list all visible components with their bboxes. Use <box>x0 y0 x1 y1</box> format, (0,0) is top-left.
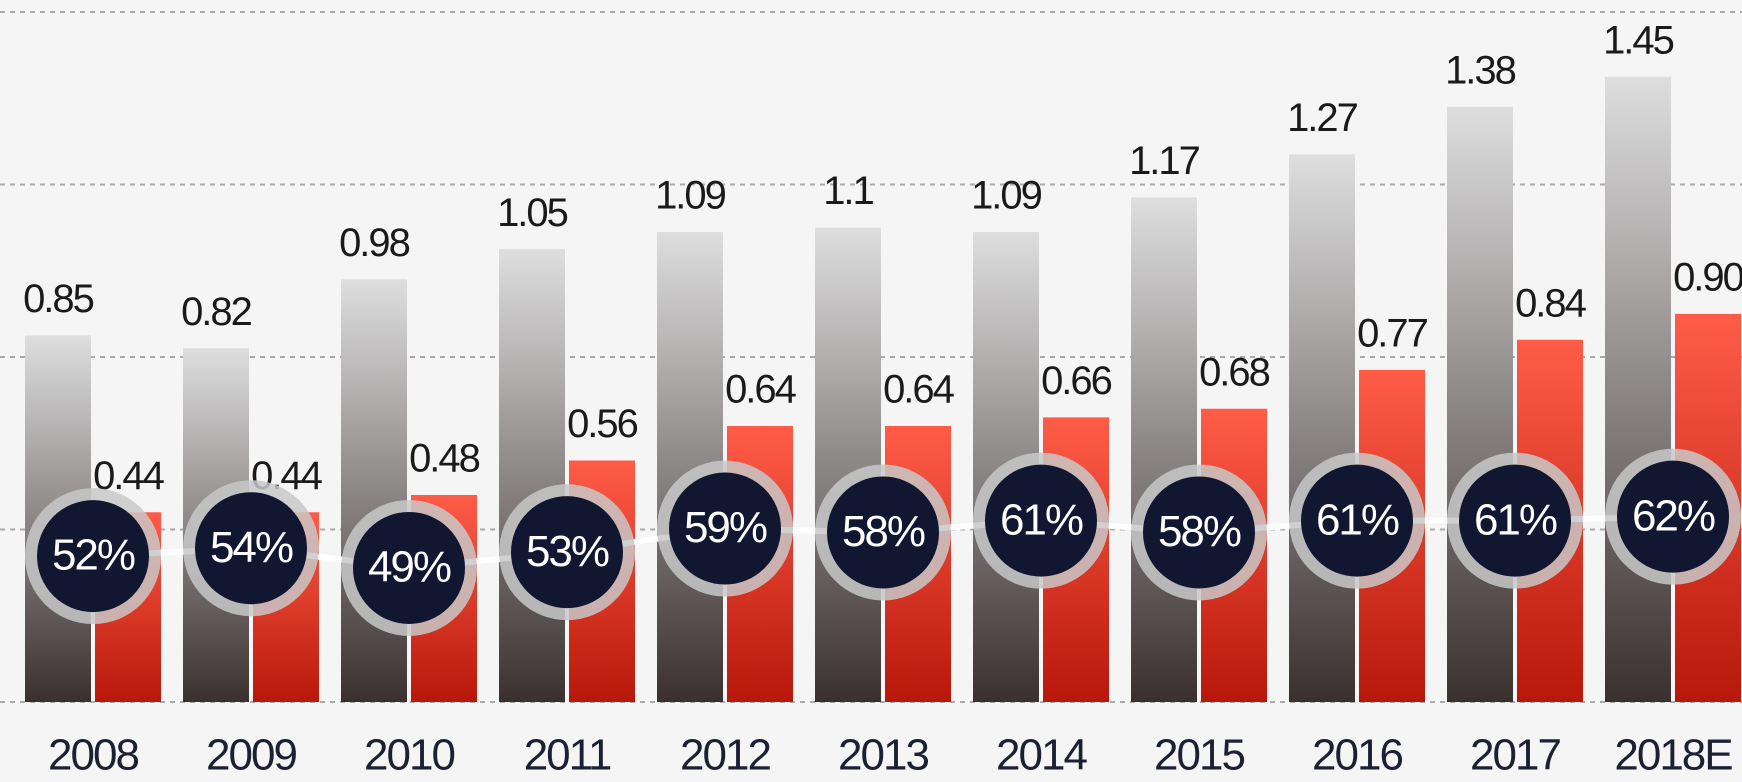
bar <box>1447 106 1513 702</box>
x-tick-label: 2016 <box>1312 731 1402 780</box>
marker <box>195 492 307 605</box>
point-label: 62% <box>1632 491 1715 540</box>
point-label: 59% <box>684 503 767 552</box>
value-label: 1.05 <box>497 191 568 235</box>
value-label: 0.68 <box>1199 350 1270 394</box>
value-label: 0.64 <box>883 368 955 412</box>
point-label: 54% <box>210 523 293 572</box>
marker <box>985 464 1097 577</box>
x-tick-label: 2010 <box>364 731 454 780</box>
x-tick-label: 2014 <box>996 731 1087 780</box>
point-label: 58% <box>1158 507 1241 556</box>
marker <box>1143 476 1255 589</box>
point-label: 61% <box>1000 495 1083 544</box>
value-label: 0.64 <box>725 368 797 412</box>
value-label: 0.56 <box>567 402 638 446</box>
value-label: 1.38 <box>1445 48 1516 92</box>
point-label: 61% <box>1316 495 1399 544</box>
x-tick-label: 2009 <box>206 731 296 780</box>
x-tick-label: 2017 <box>1470 731 1560 780</box>
value-label: 1.09 <box>655 174 726 218</box>
x-tick-label: 2013 <box>838 731 928 780</box>
marker <box>1301 464 1413 577</box>
x-tick-label: 2011 <box>524 731 611 780</box>
marker <box>827 476 939 589</box>
marker <box>669 472 781 585</box>
value-label: 1.1 <box>823 169 873 213</box>
value-label: 0.85 <box>23 277 94 321</box>
value-label: 0.98 <box>339 221 410 265</box>
marker <box>37 500 149 613</box>
value-label: 1.27 <box>1287 96 1358 140</box>
x-tick-label: 2018E <box>1614 731 1732 780</box>
value-label: 0.77 <box>1357 312 1428 356</box>
value-label: 1.17 <box>1129 139 1200 183</box>
value-label: 1.09 <box>971 174 1042 218</box>
point-label: 61% <box>1474 495 1557 544</box>
value-label: 0.82 <box>181 290 252 334</box>
marker <box>353 511 465 624</box>
bar <box>1131 197 1197 702</box>
value-label: 1.45 <box>1603 18 1674 62</box>
value-label: 0.84 <box>1515 281 1587 325</box>
marker <box>1459 464 1571 577</box>
value-label: 0.48 <box>409 437 480 481</box>
x-tick-label: 2008 <box>48 731 138 780</box>
bar <box>1605 76 1671 702</box>
bar <box>499 249 565 702</box>
x-tick-label: 2012 <box>680 731 770 780</box>
point-label: 58% <box>842 507 925 556</box>
x-tick-label: 2015 <box>1154 731 1244 780</box>
marker <box>511 496 623 609</box>
value-label: 0.90 <box>1673 255 1742 299</box>
point-label: 52% <box>52 531 135 580</box>
bar <box>1289 154 1355 702</box>
point-label: 49% <box>368 543 451 592</box>
bar <box>815 227 881 702</box>
value-label: 0.66 <box>1041 359 1112 403</box>
point-label: 53% <box>526 527 609 576</box>
bar <box>341 279 407 702</box>
marker <box>1617 460 1729 573</box>
